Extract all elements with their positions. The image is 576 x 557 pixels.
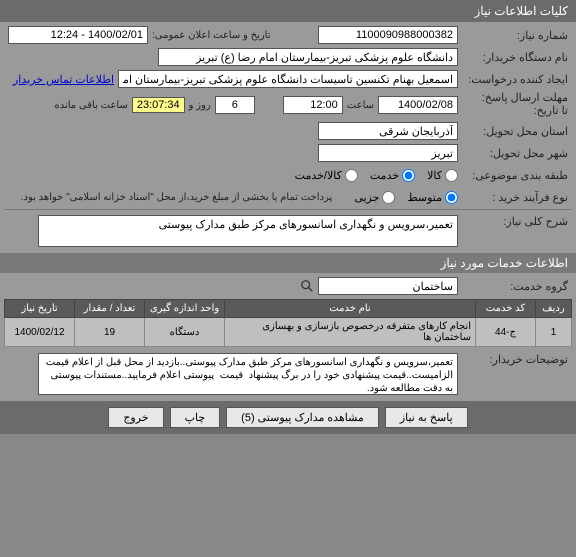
proc-medium-radio[interactable] — [445, 191, 458, 204]
th-qty: تعداد / مقدار — [75, 300, 145, 318]
proc-partial-label: جزیی — [354, 191, 379, 204]
reply-button[interactable]: پاسخ به نیاز — [385, 407, 468, 428]
cat-goods-service-label: کالا/خدمت — [295, 169, 342, 182]
attachments-button[interactable]: مشاهده مدارک پیوستی (5) — [226, 407, 379, 428]
need-desc-field — [38, 215, 458, 247]
cell-code: ج-44 — [476, 318, 536, 347]
days-field — [215, 96, 255, 114]
print-button[interactable]: چاپ — [170, 407, 221, 428]
service-group-label: گروه خدمت: — [458, 280, 568, 293]
services-section: گروه خدمت: ردیف کد خدمت نام خدمت واحد ان… — [0, 273, 576, 401]
proc-medium-label: متوسط — [407, 191, 442, 204]
proc-partial-radio[interactable] — [382, 191, 395, 204]
services-section-title: اطلاعات خدمات مورد نیاز — [0, 253, 576, 273]
th-unit: واحد اندازه گیری — [145, 300, 225, 318]
to-date-label: تا تاریخ: — [534, 105, 568, 117]
button-bar: پاسخ به نیاز مشاهده مدارک پیوستی (5) چاپ… — [0, 401, 576, 434]
days-label: روز و — [189, 100, 211, 111]
buyer-contact-link[interactable]: اطلاعات تماس خریدار — [13, 73, 114, 86]
creator-label: ایجاد کننده درخواست: — [458, 73, 568, 86]
process-label: نوع فرآیند خرید : — [458, 191, 568, 204]
remaining-label: ساعت باقی مانده — [54, 100, 127, 111]
th-row: ردیف — [536, 300, 572, 318]
city-field — [318, 144, 458, 162]
process-note: پرداخت تمام یا بخشی از مبلغ خرید،از محل … — [21, 192, 333, 203]
need-no-label: شماره نیاز: — [458, 29, 568, 42]
cell-name: انجام کارهای متفرقه درخصوص بازسازی و بهس… — [225, 318, 476, 347]
exit-button[interactable]: خروج — [108, 407, 163, 428]
table-row: 1 ج-44 انجام کارهای متفرقه درخصوص بازساز… — [5, 318, 572, 347]
th-code: کد خدمت — [476, 300, 536, 318]
need-info-panel: کلیات اطلاعات نیاز شماره نیاز: تاریخ و س… — [0, 0, 576, 434]
th-name: نام خدمت — [225, 300, 476, 318]
service-group-field — [318, 277, 458, 295]
cat-goods-label: کالا — [427, 169, 442, 182]
pub-datetime-field — [8, 26, 148, 44]
cell-unit: دستگاه — [145, 318, 225, 347]
th-date: تاریخ نیاز — [5, 300, 75, 318]
need-desc-label: شرح کلی نیاز: — [458, 215, 568, 228]
cell-date: 1400/02/12 — [5, 318, 75, 347]
reply-hour-field — [283, 96, 343, 114]
cell-n: 1 — [536, 318, 572, 347]
buyer-notes-field — [38, 353, 458, 395]
panel-title: کلیات اطلاعات نیاز — [0, 0, 576, 22]
countdown: 23:07:34 — [132, 97, 185, 113]
reply-hour-label: ساعت — [347, 100, 374, 111]
buyer-notes-label: توضیحات خریدار: — [458, 353, 568, 366]
cat-goods-service-radio[interactable] — [345, 169, 358, 182]
cat-service-radio[interactable] — [402, 169, 415, 182]
pub-datetime-label: تاریخ و ساعت اعلان عمومی: — [152, 30, 271, 41]
city-label: شهر محل تحویل: — [458, 147, 568, 160]
services-table: ردیف کد خدمت نام خدمت واحد اندازه گیری ت… — [4, 299, 572, 347]
creator-field — [118, 70, 458, 88]
category-radios: کالا خدمت کالا/خدمت — [8, 169, 458, 182]
province-label: استان محل تحویل: — [458, 125, 568, 138]
general-section: شماره نیاز: تاریخ و ساعت اعلان عمومی: نا… — [0, 22, 576, 253]
process-radios: متوسط جزیی پرداخت تمام یا بخشی از مبلغ خ… — [8, 191, 458, 204]
cell-qty: 19 — [75, 318, 145, 347]
category-label: طبقه بندی موضوعی: — [458, 169, 568, 182]
buyer-org-label: نام دستگاه خریدار: — [458, 51, 568, 64]
search-icon[interactable] — [300, 279, 314, 293]
cat-goods-radio[interactable] — [445, 169, 458, 182]
reply-deadline-label: مهلت ارسال پاسخ: — [482, 92, 568, 104]
reply-date-field — [378, 96, 458, 114]
buyer-org-field — [158, 48, 458, 66]
cat-service-label: خدمت — [370, 169, 399, 182]
province-field — [318, 122, 458, 140]
need-no-field — [318, 26, 458, 44]
